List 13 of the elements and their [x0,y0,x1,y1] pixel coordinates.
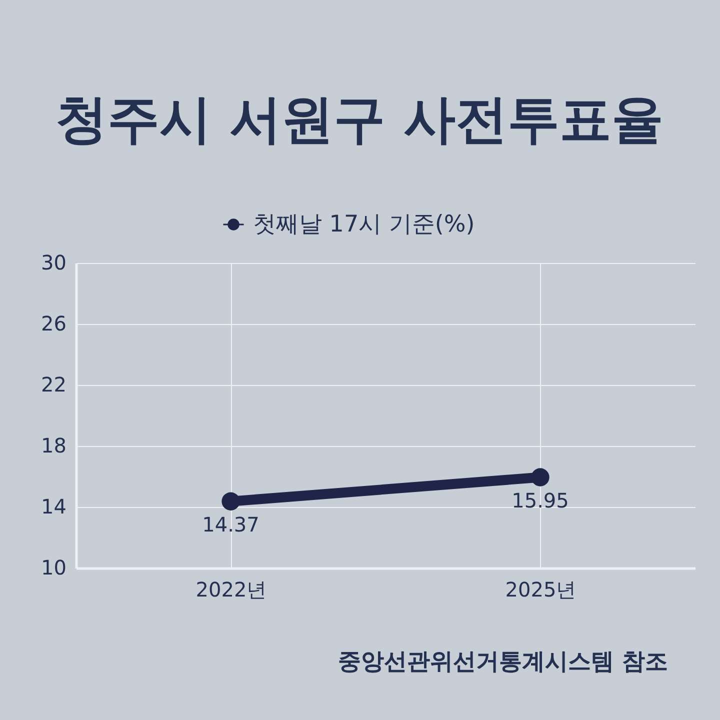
data-label: 15.95 [512,488,569,512]
y-tick-label: 18 [41,434,66,458]
text: 중앙선관위선거통계시스템 참조 [338,649,668,675]
y-tick-label: 10 [41,556,66,580]
y-tick-label: 30 [41,250,66,274]
y-tick-label: 14 [41,494,66,518]
data-label: 14.37 [202,512,260,536]
x-tick-label: 2022년 [196,578,267,602]
y-tick-label: 22 [41,372,66,396]
chart-title: 청주시 서원구 사전투표율 [55,90,664,150]
x-tick-label: 2025년 [505,578,576,602]
y-tick-label: 26 [41,312,66,336]
legend-label: 첫째날 17시 기준(%) [253,212,475,238]
